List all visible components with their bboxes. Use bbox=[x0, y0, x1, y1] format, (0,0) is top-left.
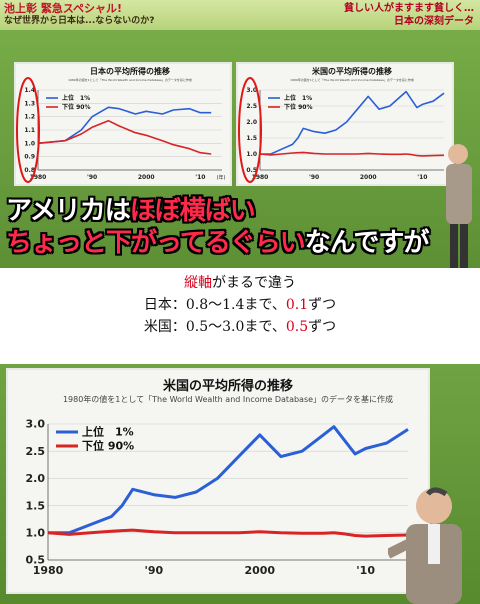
y-tick-label: 1.0 bbox=[24, 140, 35, 147]
caption-us-range: 米国：0.5〜3.0まで、 bbox=[143, 319, 286, 335]
chart-note: 1980年の値を1として「The World Wealth and Income… bbox=[68, 77, 192, 82]
highlight-oval-japan bbox=[16, 77, 40, 183]
presenter-figure bbox=[446, 144, 472, 268]
tv-screenshot-top: 池上彰 緊急スペシャル! なぜ世界から日本は...ならないのか? 貧しい人がます… bbox=[0, 0, 480, 268]
legend-label: 下位 90% bbox=[62, 103, 90, 111]
japan-chart-board: 日本の平均所得の推移 1980年の値を1として「The World Wealth … bbox=[14, 62, 232, 186]
x-tick-label: 1980 bbox=[33, 564, 64, 577]
series-line-top1 bbox=[37, 106, 212, 145]
x-tick-label: 2000 bbox=[360, 174, 377, 181]
caption-japan-range: 日本：0.8〜1.4まで、 bbox=[143, 297, 286, 313]
y-tick-label: 0.8 bbox=[24, 167, 35, 174]
series-line-top1 bbox=[260, 90, 445, 155]
x-tick-label: '10 bbox=[417, 174, 427, 181]
caption-japan-suffix: ずつ bbox=[308, 297, 337, 313]
caption-us-step: 0.5 bbox=[285, 319, 309, 335]
caption-line2: 日本：0.8〜1.4まで、0.1ずつ bbox=[0, 294, 480, 316]
caption-us-suffix: ずつ bbox=[308, 319, 337, 335]
caption-line1: 縦軸がまるで違う bbox=[0, 272, 480, 294]
y-tick-label: 1.5 bbox=[246, 135, 257, 142]
series-line-bottom90 bbox=[37, 119, 212, 155]
legend-label: 上位 1% bbox=[82, 425, 134, 439]
x-tick-label: '90 bbox=[145, 564, 164, 577]
series-line-top1 bbox=[48, 425, 409, 535]
caption-line3: 米国：0.5〜3.0まで、0.5ずつ bbox=[0, 316, 480, 338]
y-tick-label: 1.0 bbox=[26, 526, 46, 539]
caption-japan-step: 0.1 bbox=[285, 297, 309, 313]
y-tick-label: 0.5 bbox=[246, 167, 257, 174]
chart-note: 1980年の値を1として「The World Wealth and Income… bbox=[290, 77, 414, 82]
x-tick-label: 2000 bbox=[138, 174, 155, 181]
legend-label: 下位 90% bbox=[82, 439, 134, 453]
topic-line1: 貧しい人がますます貧しく… bbox=[344, 3, 474, 14]
topic-line2: 日本の深刻データ bbox=[394, 16, 474, 27]
subtitle-line2: ちょっと下がってるぐらいなんですが bbox=[6, 228, 430, 258]
presenter-figure-large bbox=[388, 487, 462, 604]
chart-title: 米国の平均所得の推移 bbox=[311, 66, 392, 76]
y-tick-label: 1.0 bbox=[246, 151, 257, 158]
legend-label: 上位 1% bbox=[284, 94, 312, 102]
y-tick-label: 2.5 bbox=[26, 445, 46, 458]
y-tick-label: 1.1 bbox=[24, 127, 35, 134]
y-tick-label: 2.0 bbox=[246, 119, 257, 126]
series-line-bottom90 bbox=[259, 151, 445, 157]
x-tick-label: 1980 bbox=[252, 174, 269, 181]
show-title-line1: 池上彰 緊急スペシャル! bbox=[4, 2, 123, 15]
caption-emphasis: 縦軸 bbox=[184, 275, 212, 291]
x-tick-label: '10 bbox=[356, 564, 375, 577]
us-chart-board-large: 米国の平均所得の推移 1980年の値を1として「The World Wealth … bbox=[6, 368, 430, 594]
comparison-caption: 縦軸がまるで違う 日本：0.8〜1.4まで、0.1ずつ 米国：0.5〜3.0まで… bbox=[0, 272, 480, 338]
y-tick-label: 1.5 bbox=[26, 499, 46, 512]
y-tick-label: 0.9 bbox=[24, 154, 35, 161]
subtitle-line2-white: なんですが bbox=[304, 228, 430, 258]
subtitle-line2-red: ちょっと下がってるぐらい bbox=[6, 228, 306, 258]
series-line-bottom90 bbox=[47, 528, 409, 538]
legend-label: 下位 90% bbox=[284, 103, 312, 111]
show-title-line2: なぜ世界から日本は...ならないのか? bbox=[4, 16, 155, 26]
y-tick-label: 1.4 bbox=[24, 87, 35, 94]
tv-screenshot-bottom: 米国の平均所得の推移 1980年の値を1として「The World Wealth … bbox=[0, 364, 480, 604]
us-chart-board: 米国の平均所得の推移 1980年の値を1として「The World Wealth … bbox=[236, 62, 454, 186]
y-tick-label: 2.5 bbox=[246, 103, 257, 110]
y-tick-label: 2.0 bbox=[26, 472, 46, 485]
x-tick-label: '10 bbox=[195, 174, 205, 181]
show-banner: 池上彰 緊急スペシャル! なぜ世界から日本は...ならないのか? 貧しい人がます… bbox=[0, 0, 480, 30]
y-tick-label: 0.5 bbox=[26, 554, 46, 567]
x-tick-label: 2000 bbox=[244, 564, 275, 577]
legend-label: 上位 1% bbox=[62, 94, 90, 102]
y-tick-label: 1.2 bbox=[24, 114, 35, 121]
chart-note: 1980年の値を1として「The World Wealth and Income… bbox=[63, 394, 393, 404]
y-tick-label: 3.0 bbox=[246, 87, 257, 94]
x-axis-unit: (年) bbox=[217, 174, 226, 181]
subtitle-line1-red: ほぼ横ばい bbox=[129, 196, 256, 226]
x-tick-label: '90 bbox=[309, 174, 319, 181]
topic-label: 貧しい人がますます貧しく… 日本の深刻データ bbox=[344, 2, 474, 28]
highlight-oval-us bbox=[238, 77, 262, 183]
chart-title: 米国の平均所得の推移 bbox=[163, 378, 293, 394]
subtitle-line1-white: アメリカは bbox=[6, 196, 131, 226]
y-tick-label: 3.0 bbox=[26, 418, 46, 431]
y-tick-label: 1.3 bbox=[24, 100, 35, 107]
x-tick-label: 1980 bbox=[30, 174, 47, 181]
show-title: 池上彰 緊急スペシャル! なぜ世界から日本は...ならないのか? bbox=[4, 2, 154, 28]
chart-title: 日本の平均所得の推移 bbox=[90, 66, 170, 76]
x-tick-label: '90 bbox=[87, 174, 97, 181]
subtitle-line1: アメリカはほぼ横ばい bbox=[6, 196, 256, 226]
caption-text: がまるで違う bbox=[212, 275, 296, 291]
